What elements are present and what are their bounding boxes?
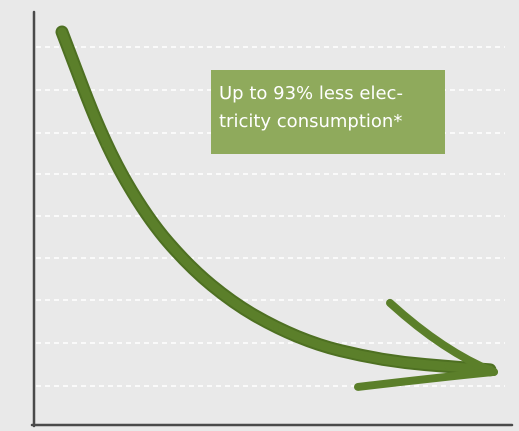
data-point (358, 352, 365, 359)
annotation-text: Up to 93% less elec-tricity consumption* (219, 83, 403, 132)
data-point (401, 359, 408, 366)
data-point (230, 300, 237, 307)
arrowhead-upper-stroke (386, 298, 498, 376)
data-point (144, 215, 151, 222)
series-group (55, 25, 498, 391)
series-line (57, 27, 495, 375)
data-point (444, 363, 451, 370)
data-point (101, 141, 108, 148)
data-point (315, 342, 322, 349)
arrowhead-lower-stroke (354, 367, 498, 391)
data-point (273, 324, 279, 331)
data-point (187, 264, 194, 271)
data-point (59, 29, 65, 35)
annotation-box: Up to 93% less elec-tricity consumption* (211, 70, 445, 154)
